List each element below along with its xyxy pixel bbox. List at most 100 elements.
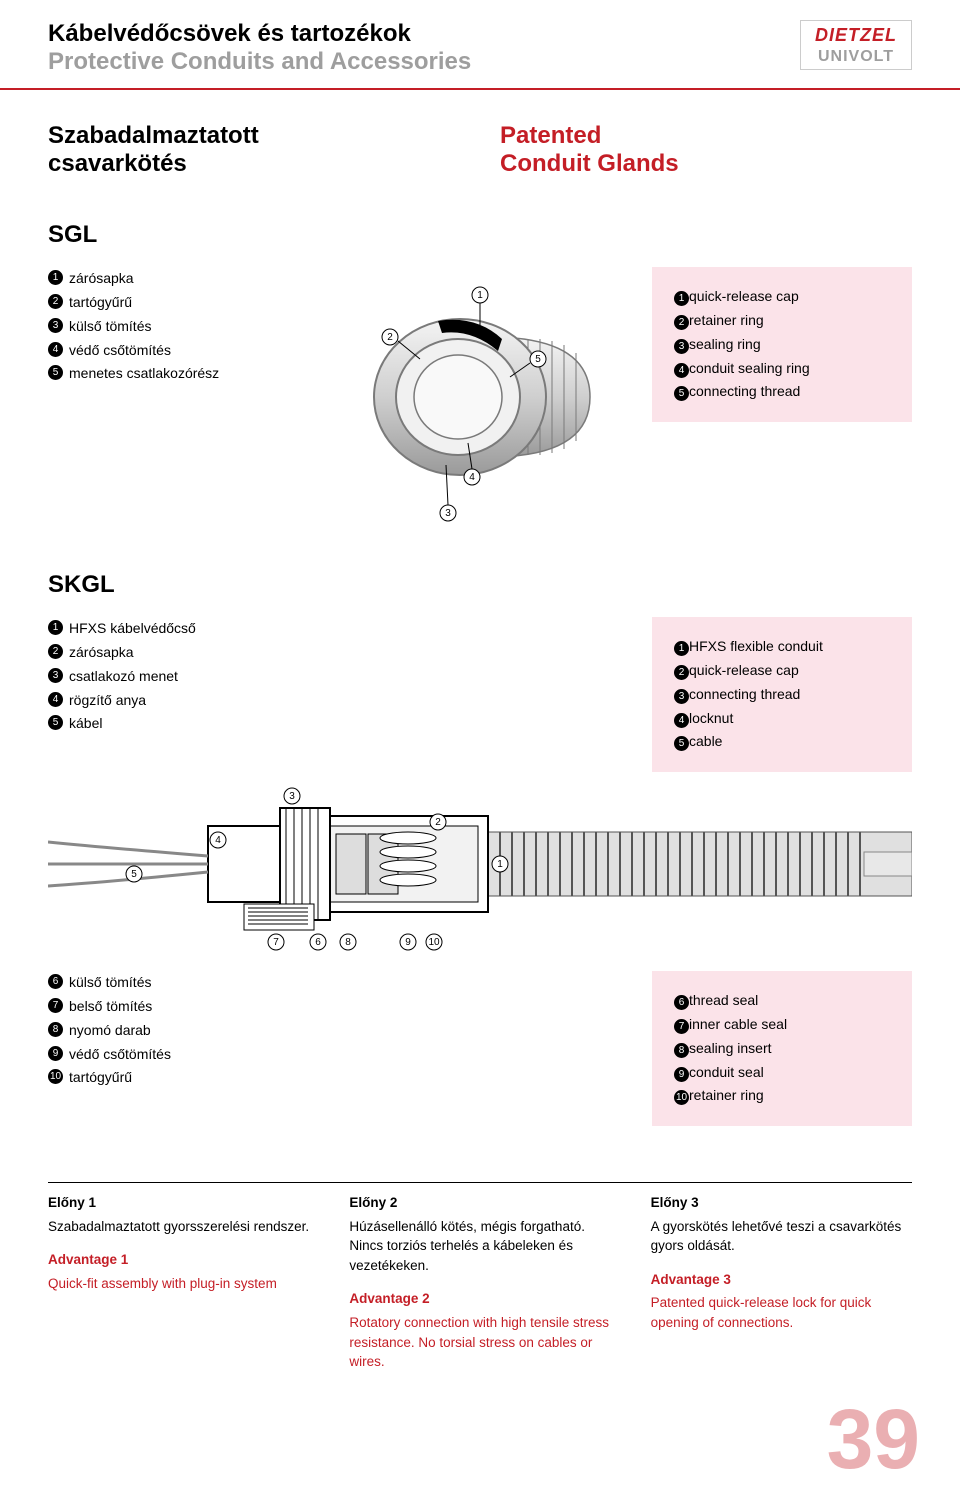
svg-text:7: 7 [273,937,279,948]
skgl-en-top-2: quick-release cap [689,662,799,678]
adv3-en-body: Patented quick-release lock for quick op… [651,1293,912,1332]
skgl-hu-bottom-4: védő csőtömítés [69,1043,171,1067]
sgl-hu-3: külső tömítés [69,315,151,339]
adv2-en-title: Advantage 2 [349,1289,610,1309]
skgl-hu-top-1: HFXS kábelvédőcső [69,617,196,641]
brand-logo: DIETZEL UNIVOLT [800,20,912,70]
skgl-en-bottom-2: inner cable seal [689,1016,787,1032]
skgl-en-top-4: locknut [689,710,733,726]
badge-3-icon: 3 [674,689,689,704]
adv1-en-title: Advantage 1 [48,1250,309,1270]
list-item: 3 külső tömítés [48,315,308,339]
adv3-en-title: Advantage 3 [651,1270,912,1290]
skgl-hu-bottom-1: külső tömítés [69,971,151,995]
subtitle-hu-line1: Szabadalmaztatott [48,122,460,150]
svg-text:6: 6 [315,937,321,948]
subtitle-en-block: Patented Conduit Glands [500,122,912,177]
badge-3-icon: 3 [674,339,689,354]
skgl-en-top-1: HFXS flexible conduit [689,638,823,654]
svg-text:1: 1 [477,290,483,301]
advantages-block: Előny 1 Szabadalmaztatott gyorsszerelési… [48,1182,912,1372]
sgl-en-2: retainer ring [689,312,764,328]
skgl-hu-bottom-2: belső tömítés [69,995,152,1019]
skgl-en-bottom-3: sealing insert [689,1040,772,1056]
badge-5-icon: 5 [674,386,689,401]
page-content: Szabadalmaztatott csavarkötés Patented C… [0,122,960,1372]
skgl-hu-bottom-list: 6külső tömítés 7belső tömítés 8nyomó dar… [48,971,308,1090]
adv2-en-body: Rotatory connection with high tensile st… [349,1313,610,1372]
badge-1-icon: 1 [674,291,689,306]
badge-4-icon: 4 [48,692,63,707]
badge-1-icon: 1 [48,620,63,635]
logo-line-bottom: UNIVOLT [818,48,894,66]
header-title-hu: Kábelvédőcsövek és tartozékok [48,20,471,48]
skgl-en-top-5: cable [689,733,722,749]
sgl-hu-5: menetes csatlakozórész [69,362,219,386]
svg-text:10: 10 [428,937,440,948]
list-item: 1quick-release cap [674,285,890,309]
badge-4-icon: 4 [674,713,689,728]
adv3-hu-body: A gyorskötés lehetővé teszi a csavarköté… [651,1217,912,1256]
adv3-hu-title: Előny 3 [651,1193,912,1213]
adv1-hu-body: Szabadalmaztatott gyorsszerelési rendsze… [48,1217,309,1237]
list-item: 6thread seal [674,989,890,1013]
skgl-hu-top-2: zárósapka [69,641,134,665]
list-item: 4 rögzítő anya [48,689,308,713]
skgl-en-bottom-5: retainer ring [689,1087,764,1103]
list-item: 9 védő csőtömítés [48,1043,308,1067]
list-item: 5menetes csatlakozórész [48,362,308,386]
header-rule [0,88,960,90]
badge-3-icon: 3 [48,668,63,683]
list-item: 2 zárósapka [48,641,308,665]
skgl-hu-top-3: csatlakozó menet [69,665,178,689]
list-item: 2tartógyűrű [48,291,308,315]
skgl-code: SKGL [48,571,912,599]
svg-text:1: 1 [497,859,503,870]
badge-2-icon: 2 [674,315,689,330]
badge-2-icon: 2 [48,644,63,659]
skgl-en-bottom-4: conduit seal [689,1064,764,1080]
sgl-gland-illustration: 1 2 5 4 3 [330,267,630,527]
header-title-en: Protective Conduits and Accessories [48,48,471,76]
skgl-hu-top-list: 1 HFXS kábelvédőcső 2 zárósapka 3 csatlakoz… [48,617,308,772]
svg-text:3: 3 [445,508,451,519]
list-item: 10 tartógyűrű [48,1066,308,1090]
list-item: 7belső tömítés [48,995,308,1019]
list-item: 6külső tömítés [48,971,308,995]
sgl-code: SGL [48,221,912,249]
sgl-row: 1zárósapka 2tartógyűrű 3külső tömítés 4v… [48,267,912,527]
subtitle-hu-block: Szabadalmaztatott csavarkötés [48,122,460,177]
badge-8-icon: 8 [674,1043,689,1058]
skgl-top-row: 1 HFXS kábelvédőcső 2 zárósapka 3 csatlakoz… [48,617,912,772]
sgl-en-list: 1quick-release cap 2retainer ring 3seali… [652,267,912,422]
list-item: 1zárósapka [48,267,308,291]
sgl-hu-2: tartógyűrű [69,291,132,315]
badge-3-icon: 3 [48,318,63,333]
adv2-hu-body: Húzásellenálló kötés, mégis forgatható. … [349,1217,610,1276]
badge-1-icon: 1 [674,641,689,656]
list-item: 8nyomó darab [48,1019,308,1043]
badge-4-icon: 4 [48,342,63,357]
skgl-hu-top-4: rögzítő anya [69,689,146,713]
skgl-hu-bottom-5: tartógyűrű [69,1066,132,1090]
adv2-hu-title: Előny 2 [349,1193,610,1213]
badge-5-icon: 5 [674,736,689,751]
sgl-en-1: quick-release cap [689,288,799,304]
skgl-cross-section-illustration: 3 2 4 5 1 7 6 8 9 10 [48,782,912,952]
adv1-en-body: Quick-fit assembly with plug-in system [48,1274,309,1294]
list-item: 9conduit seal [674,1061,890,1085]
badge-2-icon: 2 [674,665,689,680]
badge-1-icon: 1 [48,270,63,285]
badge-9-icon: 9 [48,1046,63,1061]
subtitle-hu-line2: csavarkötés [48,150,460,178]
list-item: 1HFXS flexible conduit [674,635,890,659]
badge-7-icon: 7 [674,1019,689,1034]
badge-10-icon: 10 [674,1090,689,1105]
list-item: 1 HFXS kábelvédőcső [48,617,308,641]
header-titles: Kábelvédőcsövek és tartozékok Protective… [48,20,471,76]
adv-top-rule [48,1182,912,1183]
page-header: Kábelvédőcsövek és tartozékok Protective… [0,0,960,88]
subtitle-en-line1: Patented [500,122,912,150]
svg-text:2: 2 [387,332,393,343]
badge-10-icon: 10 [48,1069,63,1084]
